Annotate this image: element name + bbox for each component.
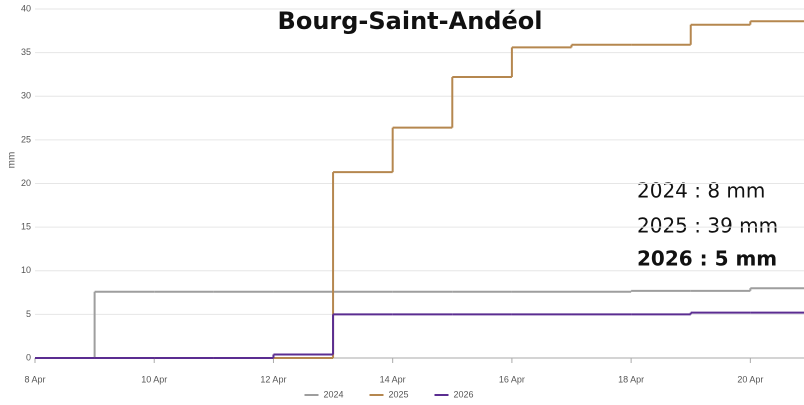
y-axis-label: mm (7, 152, 18, 169)
y-tick-label: 35 (21, 47, 31, 57)
legend-label: 2026 (454, 389, 474, 399)
annotation: 2025 : 39 mm (637, 214, 778, 238)
x-tick-label: 20 Apr (737, 374, 763, 384)
x-tick-label: 18 Apr (618, 374, 644, 384)
y-tick-label: 15 (21, 222, 31, 232)
legend-label: 2024 (324, 389, 344, 399)
annotation: 2024 : 8 mm (637, 179, 765, 203)
legend-label: 2025 (389, 389, 409, 399)
chart-title: Bourg-Saint-Andéol (278, 7, 543, 35)
y-tick-label: 0 (26, 352, 31, 362)
y-tick-label: 10 (21, 265, 31, 275)
y-tick-label: 25 (21, 134, 31, 144)
x-tick-label: 10 Apr (141, 374, 167, 384)
y-tick-label: 40 (21, 3, 31, 13)
x-tick-label: 14 Apr (380, 374, 406, 384)
x-tick-label: 12 Apr (260, 374, 286, 384)
y-tick-label: 30 (21, 91, 31, 101)
x-tick-label: 16 Apr (499, 374, 525, 384)
x-tick-label: 8 Apr (24, 374, 45, 384)
annotation: 2026 : 5 mm (637, 247, 777, 271)
y-tick-label: 20 (21, 178, 31, 188)
y-tick-label: 5 (26, 309, 31, 319)
